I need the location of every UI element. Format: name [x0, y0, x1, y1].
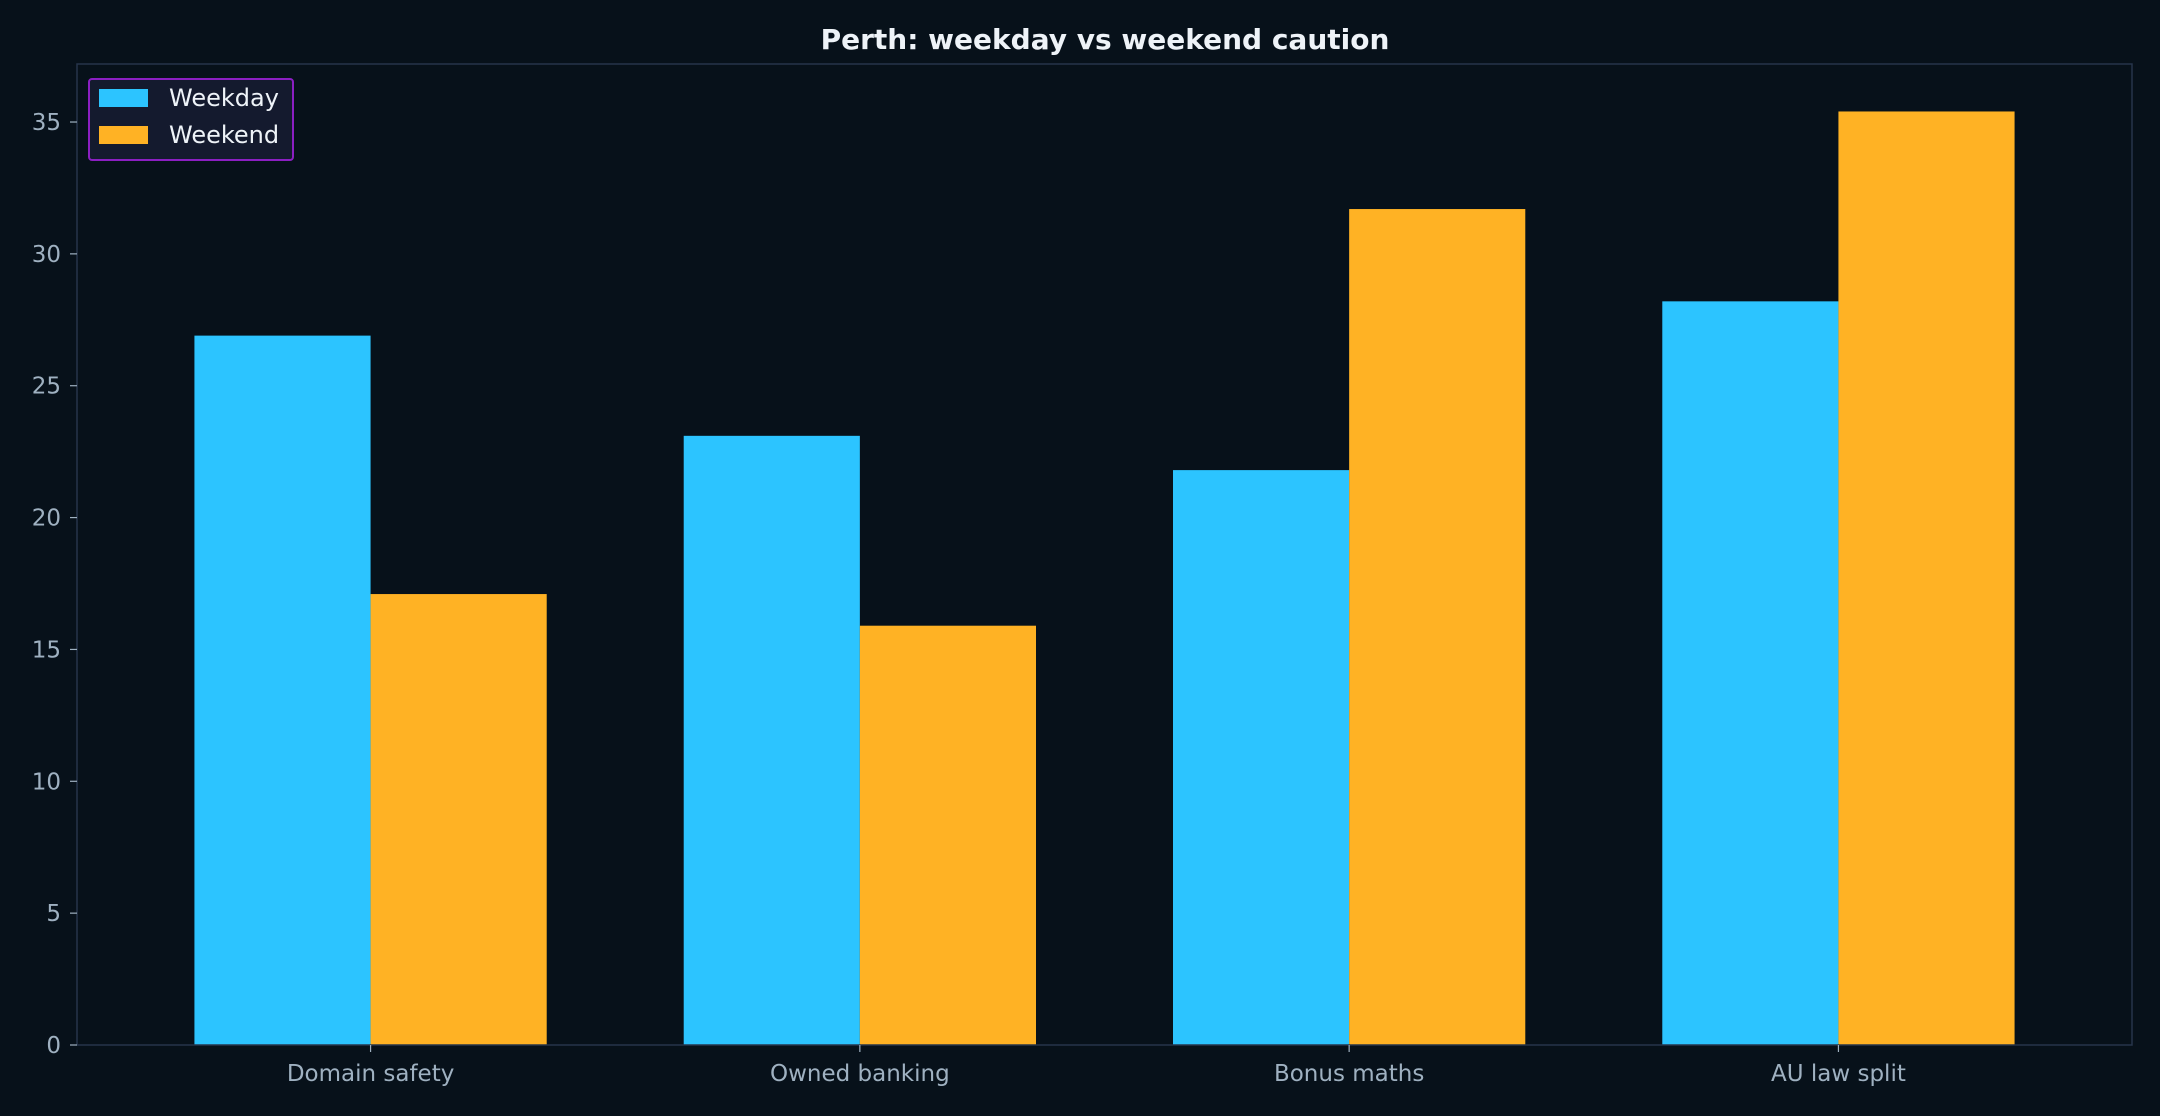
bars-layer	[194, 111, 2015, 1045]
x-tick-label: Bonus maths	[1274, 1061, 1424, 1087]
x-tick-label: Domain safety	[287, 1061, 455, 1087]
y-tick-label: 20	[32, 506, 61, 532]
bar-weekday-2	[683, 435, 860, 1045]
plot-frame	[76, 63, 2133, 1046]
y-tick-label: 10	[32, 769, 61, 795]
y-tick-label: 5	[46, 901, 61, 927]
legend: Weekday Weekend	[88, 78, 294, 161]
y-tick-label: 0	[46, 1033, 61, 1059]
legend-swatch-weekend	[99, 126, 148, 144]
chart-title: Perth: weekday vs weekend caution	[821, 23, 1390, 56]
y-tick-label: 35	[32, 110, 61, 136]
bar-weekend-2	[859, 625, 1036, 1045]
legend-swatch-weekday	[99, 89, 148, 107]
bar-weekend-4	[1838, 111, 2015, 1045]
x-tick-label: Owned banking	[770, 1061, 950, 1087]
bar-weekend-3	[1349, 209, 1526, 1045]
y-axis: 0 5 10 15 20 25 30 35	[32, 110, 77, 1059]
legend-label-weekend: Weekend	[169, 121, 279, 149]
x-axis: Domain safety Owned banking Bonus maths AU …	[287, 1045, 1906, 1087]
y-tick-label: 25	[32, 374, 61, 400]
x-tick-label: AU law split	[1771, 1061, 1906, 1087]
bar-weekday-1	[194, 335, 371, 1045]
bar-weekday-4	[1662, 301, 1839, 1045]
bar-weekday-3	[1173, 470, 1350, 1045]
y-tick-label: 30	[32, 242, 61, 268]
legend-label-weekday: Weekday	[169, 84, 279, 112]
y-tick-label: 15	[32, 637, 61, 663]
bar-weekend-1	[370, 594, 547, 1045]
